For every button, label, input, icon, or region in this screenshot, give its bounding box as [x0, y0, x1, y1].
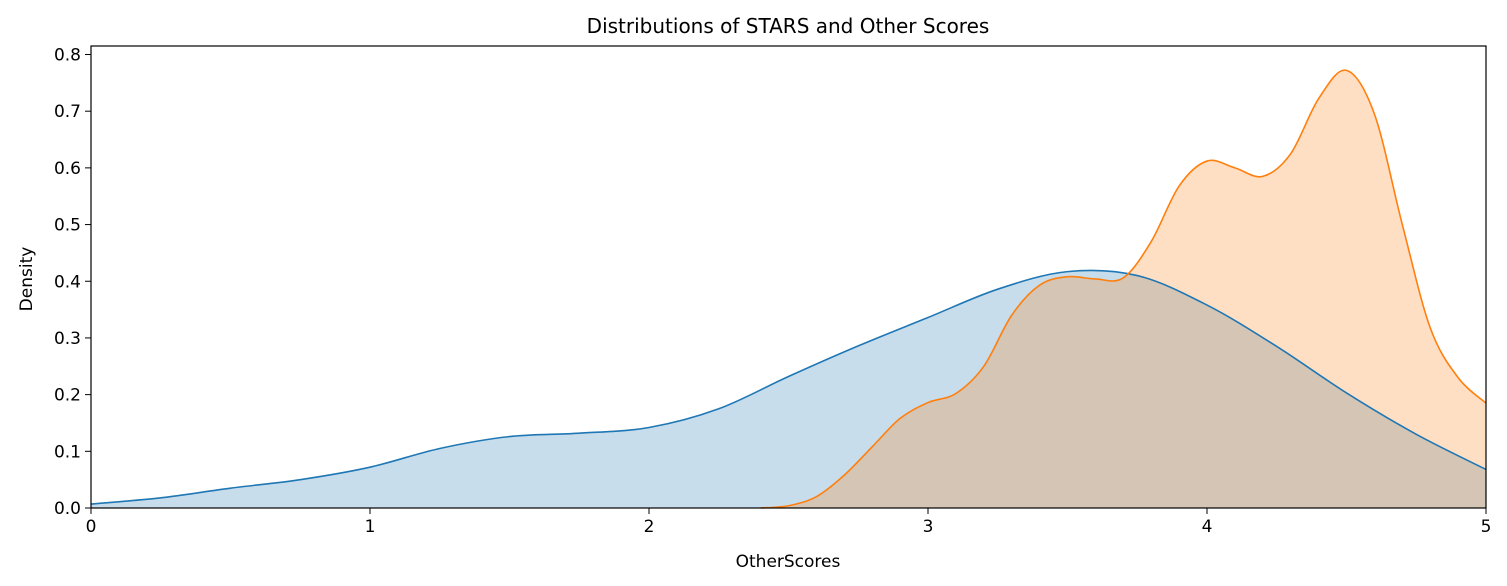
x-axis-label: OtherScores [736, 552, 841, 572]
y-axis-label: Density [17, 247, 37, 312]
x-tick-label: 4 [1202, 517, 1213, 537]
y-tick-label: 0.2 [54, 386, 81, 406]
plot-frame [90, 45, 1487, 509]
series-1-line [90, 269, 1487, 505]
y-tick-label: 0.5 [54, 216, 81, 236]
x-tick-label: 3 [923, 517, 934, 537]
y-tick-label: 0.3 [54, 329, 81, 349]
y-tick-label: 0.0 [54, 499, 81, 519]
y-tick-label: 0.4 [54, 272, 81, 292]
series-areas [90, 69, 1487, 509]
y-tick-label: 0.1 [54, 442, 81, 462]
y-tick-label: 0.8 [54, 46, 81, 66]
y-tick-label: 0.6 [54, 159, 81, 179]
x-tick-label: 2 [644, 517, 655, 537]
y-axis-ticks: 0.0 0.1 0.2 0.3 0.4 0.5 0.6 0.7 0.8 [54, 46, 91, 519]
series-2-area [760, 70, 1486, 508]
y-tick-label: 0.7 [54, 102, 81, 122]
chart-title: Distributions of STARS and Other Scores [587, 14, 990, 38]
x-tick-label: 1 [365, 517, 376, 537]
x-tick-label: 0 [86, 517, 97, 537]
series-2-line [760, 69, 1487, 509]
x-axis-ticks: 0 1 2 3 4 5 [86, 508, 1492, 537]
x-tick-label: 5 [1481, 517, 1492, 537]
